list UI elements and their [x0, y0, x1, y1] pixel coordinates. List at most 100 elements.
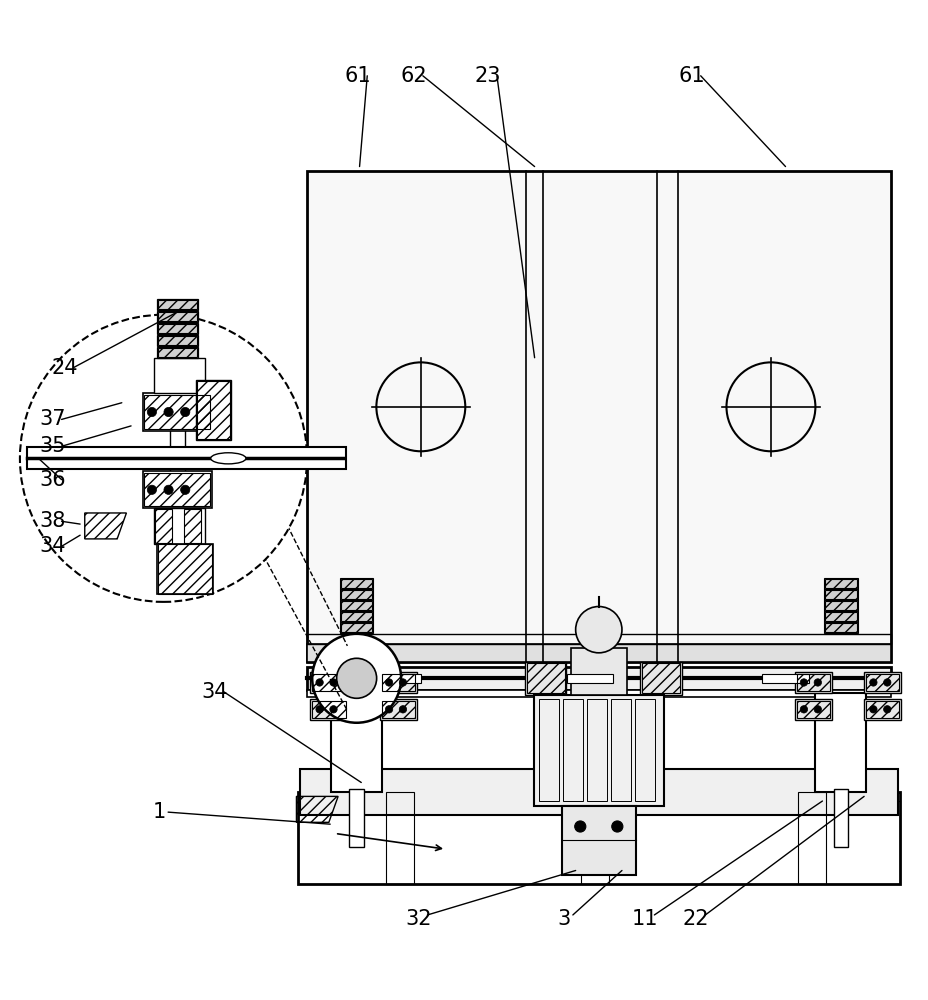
- Bar: [818, 695, 863, 789]
- Bar: [793, 699, 831, 720]
- Circle shape: [163, 407, 173, 417]
- Bar: [340, 611, 373, 622]
- Circle shape: [574, 821, 586, 832]
- Text: 32: 32: [405, 909, 431, 929]
- Bar: [561, 806, 635, 875]
- Bar: [793, 672, 831, 693]
- Bar: [307, 171, 890, 662]
- Circle shape: [799, 706, 806, 713]
- Circle shape: [180, 407, 189, 417]
- Bar: [863, 672, 900, 693]
- Circle shape: [336, 658, 376, 698]
- Circle shape: [180, 485, 189, 494]
- Text: 23: 23: [474, 66, 500, 86]
- Bar: [538, 699, 559, 801]
- Bar: [634, 699, 654, 801]
- Circle shape: [329, 706, 337, 713]
- Bar: [823, 578, 857, 589]
- Bar: [526, 663, 564, 693]
- Bar: [586, 699, 607, 801]
- Bar: [341, 612, 372, 621]
- Bar: [307, 690, 890, 697]
- Bar: [196, 380, 231, 440]
- Bar: [797, 792, 825, 884]
- Bar: [312, 701, 345, 718]
- Bar: [312, 674, 345, 691]
- Bar: [341, 579, 372, 588]
- Bar: [145, 473, 210, 506]
- Bar: [824, 601, 856, 610]
- Circle shape: [399, 679, 406, 686]
- Circle shape: [813, 706, 820, 713]
- Bar: [534, 695, 663, 806]
- Bar: [154, 508, 205, 544]
- Bar: [824, 612, 856, 621]
- Bar: [340, 578, 373, 589]
- Bar: [310, 699, 347, 720]
- Bar: [865, 674, 898, 691]
- Bar: [310, 672, 347, 693]
- Bar: [863, 699, 900, 720]
- Bar: [865, 701, 898, 718]
- Bar: [571, 648, 625, 695]
- Bar: [381, 674, 415, 691]
- Bar: [307, 634, 890, 644]
- Bar: [641, 663, 679, 693]
- Text: 11: 11: [631, 909, 658, 929]
- Bar: [832, 789, 847, 847]
- Bar: [341, 601, 372, 610]
- Bar: [330, 693, 381, 792]
- Bar: [197, 381, 230, 439]
- Bar: [381, 701, 415, 718]
- Bar: [157, 544, 213, 594]
- Bar: [639, 662, 681, 695]
- Circle shape: [19, 315, 307, 602]
- Bar: [143, 393, 212, 431]
- Circle shape: [148, 407, 156, 417]
- Text: 22: 22: [682, 909, 709, 929]
- Text: 34: 34: [201, 682, 227, 702]
- Bar: [824, 579, 856, 588]
- Bar: [157, 323, 198, 334]
- Bar: [184, 509, 200, 543]
- Text: 61: 61: [344, 66, 371, 86]
- Circle shape: [385, 706, 393, 713]
- Circle shape: [316, 679, 323, 686]
- Circle shape: [163, 485, 173, 494]
- Bar: [158, 336, 197, 345]
- Text: 24: 24: [51, 358, 78, 378]
- Bar: [157, 347, 198, 358]
- Text: 61: 61: [677, 66, 704, 86]
- Bar: [580, 792, 608, 884]
- Bar: [385, 792, 413, 884]
- Bar: [340, 589, 373, 600]
- Bar: [158, 324, 197, 333]
- Circle shape: [799, 679, 806, 686]
- Circle shape: [612, 821, 622, 832]
- Bar: [341, 623, 372, 632]
- Bar: [824, 623, 856, 632]
- Bar: [298, 792, 899, 884]
- Text: 36: 36: [39, 470, 66, 490]
- Text: 38: 38: [39, 511, 66, 531]
- Circle shape: [148, 485, 156, 494]
- Bar: [158, 312, 197, 321]
- Bar: [333, 695, 379, 789]
- Bar: [374, 674, 420, 683]
- Bar: [307, 644, 890, 662]
- Circle shape: [575, 607, 621, 653]
- Bar: [349, 789, 364, 847]
- Bar: [815, 693, 866, 792]
- Bar: [27, 447, 345, 469]
- Bar: [340, 600, 373, 611]
- Text: 37: 37: [39, 409, 66, 429]
- Bar: [158, 300, 197, 309]
- Circle shape: [385, 679, 393, 686]
- Bar: [154, 358, 205, 393]
- Bar: [823, 611, 857, 622]
- Circle shape: [813, 679, 820, 686]
- Circle shape: [883, 706, 890, 713]
- Circle shape: [869, 679, 876, 686]
- Circle shape: [312, 634, 401, 723]
- Bar: [824, 590, 856, 599]
